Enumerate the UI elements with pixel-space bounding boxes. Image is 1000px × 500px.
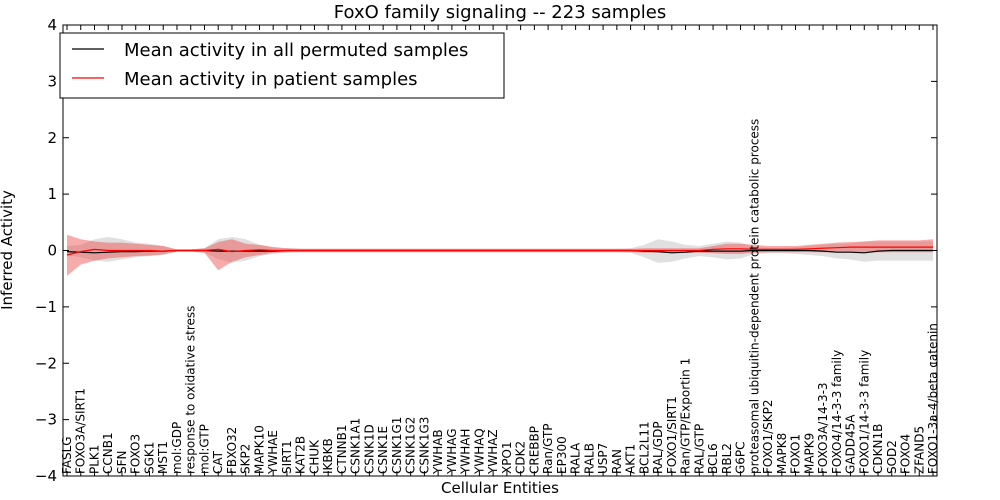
y-tick-label: 2 — [47, 129, 57, 147]
y-tick-label: −2 — [35, 354, 57, 372]
x-tick-label: GADD45A — [844, 414, 858, 474]
x-tick-label: FOXO1/14-3-3 family — [857, 350, 871, 474]
legend-frame — [59, 32, 505, 99]
y-tick-label: 4 — [47, 16, 57, 34]
x-tick-label: YWHAQ — [472, 428, 486, 475]
x-tick-label: RAL/GDP — [651, 421, 665, 474]
x-axis-label: Cellular Entities — [441, 479, 559, 497]
chart-title: FoxO family signaling -- 223 samples — [334, 2, 666, 23]
x-tick-label: CAT — [211, 450, 225, 474]
x-tick-label: SGK1 — [143, 442, 157, 474]
x-tick-label: FASLG — [60, 436, 74, 474]
x-tick-label: CSNK1D — [362, 424, 376, 474]
x-tick-label: CSNK1A1 — [349, 418, 363, 474]
x-tick-label: CSNK1G1 — [390, 417, 404, 474]
x-axis-ticks — [66, 25, 934, 476]
x-tick-label: KAT2B — [294, 436, 308, 474]
x-tick-label: YWHAG — [445, 428, 459, 475]
y-tick-label: 3 — [47, 72, 57, 90]
y-tick-label: −4 — [35, 467, 57, 485]
legend-label-permuted: Mean activity in all permuted samples — [124, 40, 468, 61]
x-tick-label: response to oxidative stress — [184, 306, 198, 474]
legend: Mean activity in all permuted samples Me… — [59, 32, 505, 99]
y-tick-label: −1 — [35, 298, 57, 316]
x-tick-label: AKT1 — [624, 444, 638, 474]
x-tick-label: XPO1 — [500, 441, 514, 474]
x-tick-label: PLK1 — [88, 445, 102, 474]
x-tick-label: SFN — [115, 451, 129, 475]
x-tick-label: YWHAZ — [486, 429, 500, 475]
x-tick-label: CDKN1B — [871, 424, 885, 474]
x-tick-label: RALA — [569, 442, 583, 474]
x-tick-label: SKP2 — [239, 444, 253, 474]
x-tick-label: MAPK9 — [802, 433, 816, 474]
x-tick-label: EP300 — [555, 436, 569, 474]
x-tick-label: RBL2 — [720, 443, 734, 474]
x-tick-label: FOXO4 — [899, 434, 913, 474]
x-tick-label: YWHAE — [266, 430, 280, 475]
x-tick-label: CTNNB1 — [335, 424, 349, 474]
x-tick-label: IKBKB — [321, 438, 335, 474]
series-lines — [66, 246, 933, 256]
x-tick-label: CHUK — [307, 439, 321, 474]
x-tick-label: FOXO4/14-3-3 family — [830, 350, 844, 474]
x-tick-label: BCL6 — [706, 443, 720, 474]
x-tick-label: mol:GTP — [198, 424, 212, 474]
x-tick-label: CCNB1 — [101, 432, 115, 474]
x-tick-label: FOXO3 — [129, 434, 143, 474]
x-tick-label: MAPK8 — [775, 433, 789, 474]
x-tick-label: FOXO1 — [789, 434, 803, 474]
x-tick-label: FBXO32 — [225, 427, 239, 474]
x-tick-label: RALB — [582, 443, 596, 474]
x-tick-label: MAPK10 — [252, 425, 266, 474]
x-tick-label: MST1 — [156, 441, 170, 474]
x-tick-label: RAN — [610, 449, 624, 474]
confidence-bands — [67, 234, 933, 276]
x-tick-label: FOXO1/SKP2 — [761, 399, 775, 474]
y-tick-label: 1 — [47, 185, 57, 203]
series-line-patient — [66, 246, 933, 256]
legend-label-patient: Mean activity in patient samples — [124, 69, 418, 90]
x-tick-label: BCL2L11 — [637, 421, 651, 474]
x-tick-label: SOD2 — [885, 440, 899, 474]
x-tick-label: YWHAB — [431, 429, 445, 475]
x-tick-label: FOXO1/SIRT1 — [665, 396, 679, 474]
y-axis: −4 −3 −2 −1 0 1 2 3 4 — [35, 16, 937, 485]
x-tick-label: FOXO3A/SIRT1 — [74, 388, 88, 474]
x-tick-label: CSNK1G3 — [417, 417, 431, 474]
y-axis-label: Inferred Activity — [0, 190, 16, 310]
x-tick-label: RAL/GTP — [692, 424, 706, 474]
x-tick-label: YWHAH — [459, 429, 473, 475]
x-axis-tick-labels: FASLG FOXO3A/SIRT1 PLK1 CCNB1 SFN FOXO3 SGK1 MS… — [60, 119, 940, 475]
x-tick-label: SIRT1 — [280, 440, 294, 474]
x-tick-label: ZFAND5 — [912, 426, 926, 474]
x-tick-label: proteasomal ubiquitin-dependent protein … — [747, 119, 761, 474]
x-tick-label: CSNK1E — [376, 426, 390, 474]
x-tick-label: CSNK1G2 — [404, 417, 418, 474]
x-tick-label: Ran/GTP — [541, 423, 555, 474]
x-tick-label: Ran/GTP/Exportin 1 — [679, 358, 693, 474]
x-tick-label: FOXO1-3a-4/beta catenin — [926, 323, 940, 474]
x-tick-label: USP7 — [596, 443, 610, 474]
x-tick-label: G6PC — [734, 441, 748, 474]
x-tick-label: CDK2 — [514, 441, 528, 474]
y-tick-label: 0 — [47, 242, 57, 260]
band-patient — [67, 234, 933, 276]
x-tick-label: mol:GDP — [170, 422, 184, 474]
x-tick-label: CREBBP — [527, 426, 541, 474]
y-tick-label: −3 — [35, 411, 57, 429]
x-tick-label: FOXO3A/14-3-3 — [816, 382, 830, 474]
